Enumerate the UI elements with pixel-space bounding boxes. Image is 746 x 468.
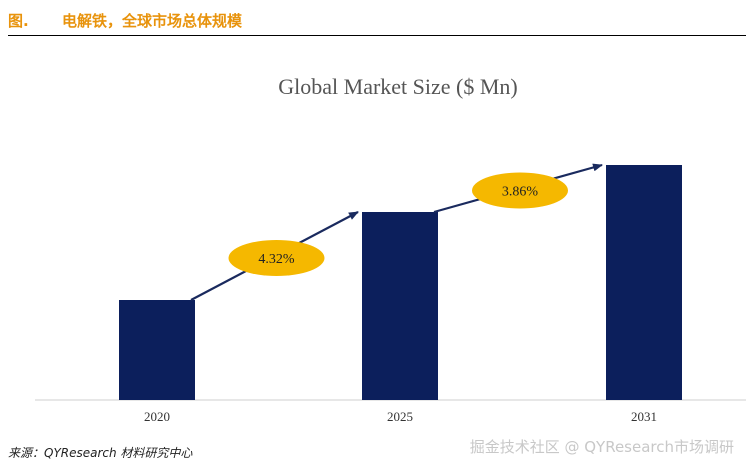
source-note: 来源：QYResearch 材料研究中心: [8, 446, 193, 460]
cagr-label-1: 4.32%: [258, 252, 295, 267]
cagr-label-2: 3.86%: [502, 185, 539, 200]
x-tick-2025: 2025: [387, 409, 413, 424]
cagr-badge-2: [472, 172, 568, 209]
cagr-badge-1: [228, 240, 325, 276]
bar-2031: [606, 165, 682, 400]
header-divider: [8, 35, 746, 36]
bar-2025: [362, 212, 438, 400]
bar-2020: [119, 300, 195, 400]
figure-header: 图. 电解铁，全球市场总体规模: [8, 9, 242, 31]
figure-title: 电解铁，全球市场总体规模: [62, 11, 243, 30]
chart-title: Global Market Size ($ Mn): [278, 74, 518, 99]
x-tick-2031: 2031: [631, 409, 657, 424]
x-tick-2020: 2020: [144, 409, 170, 424]
figure-label: 图.: [8, 11, 29, 30]
watermark: 掘金技术社区 @ QYResearch市场调研: [469, 438, 734, 456]
